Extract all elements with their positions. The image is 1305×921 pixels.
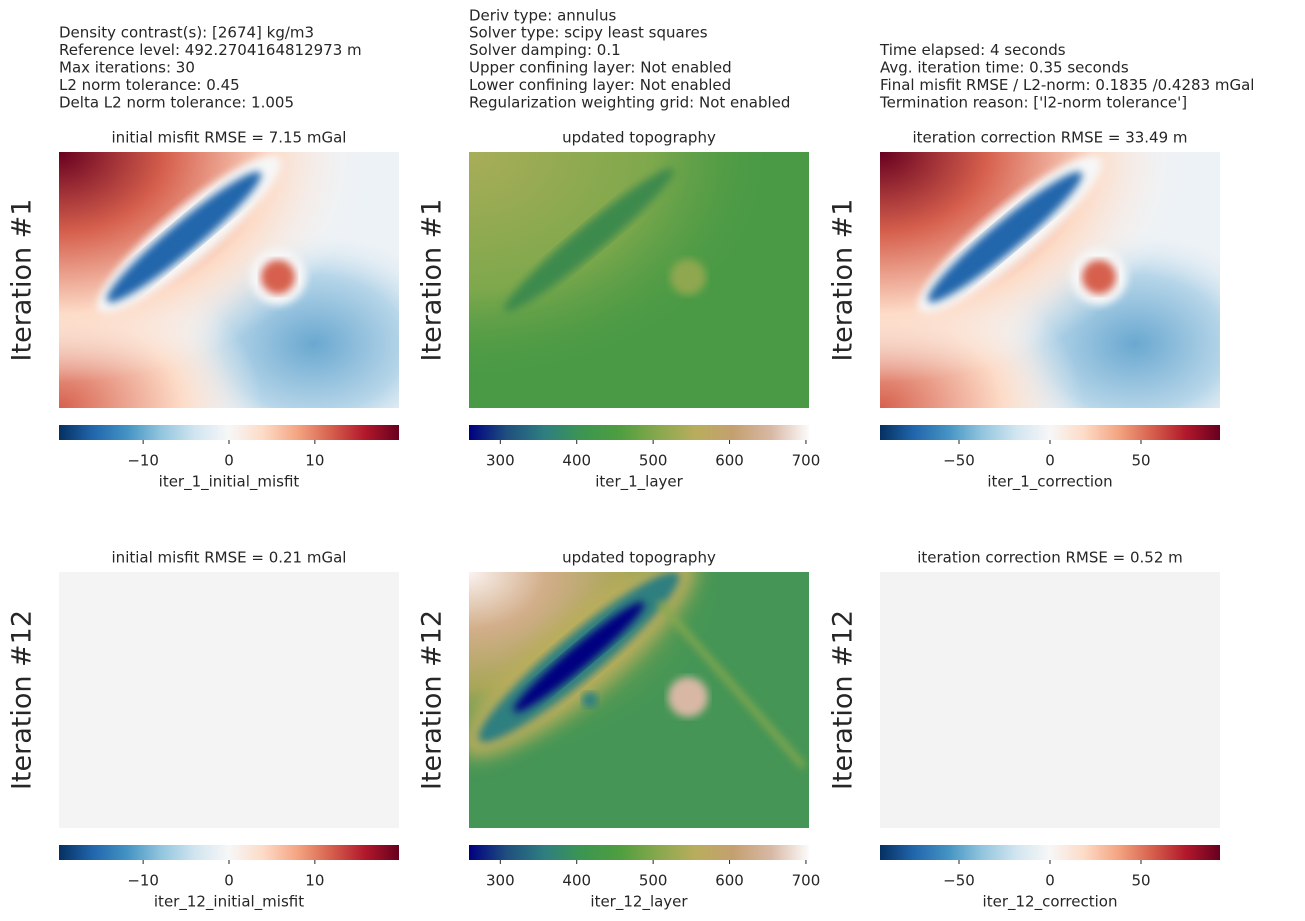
heatmap-content <box>59 138 399 408</box>
colorbar-label: iter_12_layer <box>590 893 688 912</box>
heatmap-streak <box>656 600 807 769</box>
heatmap-image <box>880 138 1220 408</box>
colorbar-tick-label: −10 <box>127 452 159 470</box>
colorbar-tick-label: −10 <box>127 872 159 890</box>
colorbar-tick-label: 10 <box>305 872 324 890</box>
colorbar-tick-label: 300 <box>486 872 515 890</box>
y-axis-label: Iteration #12 <box>828 610 859 790</box>
panel-title: updated topography <box>562 549 716 567</box>
header-line: Solver type: scipy least squares <box>469 24 708 42</box>
colorbar-tick-label: 400 <box>562 452 591 470</box>
heatmap-anomaly <box>513 601 645 713</box>
heatmap-anomaly <box>668 677 708 717</box>
y-axis-label: Iteration #1 <box>417 199 448 362</box>
panel-title: updated topography <box>562 129 716 147</box>
colorbar-label: iter_1_correction <box>987 473 1112 492</box>
colorbar <box>59 425 399 440</box>
panel-title: initial misfit RMSE = 0.21 mGal <box>112 549 347 567</box>
colorbar <box>880 425 1220 440</box>
header-line: Solver damping: 0.1 <box>469 41 621 59</box>
colorbar-tick-label: 0 <box>224 872 234 890</box>
header-line: Time elapsed: 4 seconds <box>879 41 1066 59</box>
colorbar-label: iter_12_correction <box>983 893 1118 912</box>
heatmap-bg <box>880 572 1220 828</box>
header-line: Termination reason: ['l2-norm tolerance'… <box>879 94 1187 112</box>
colorbar-tick-label: 400 <box>562 872 591 890</box>
colorbar-label: iter_12_initial_misfit <box>154 893 304 912</box>
colorbar-tick-label: −50 <box>943 452 975 470</box>
header-line: Upper confining layer: Not enabled <box>469 59 732 77</box>
panel-title: initial misfit RMSE = 7.15 mGal <box>112 129 347 147</box>
header-right: Time elapsed: 4 seconds Avg. iteration t… <box>879 41 1254 112</box>
heatmap-image <box>59 572 399 828</box>
colorbar-tick-label: 0 <box>1045 452 1055 470</box>
colorbar-tick-label: 500 <box>639 872 668 890</box>
heatmap-anomaly <box>504 168 674 312</box>
header-line: Avg. iteration time: 0.35 seconds <box>880 59 1129 77</box>
colorbar-tick-label: −50 <box>943 872 975 890</box>
colorbar-tick-label: 0 <box>224 452 234 470</box>
colorbar-tick-label: 600 <box>715 452 744 470</box>
header-middle: Deriv type: annulus Solver type: scipy l… <box>469 7 790 112</box>
panel-title: iteration correction RMSE = 0.52 m <box>917 549 1183 567</box>
header-line: Deriv type: annulus <box>469 7 616 25</box>
y-axis-label: Iteration #1 <box>7 199 38 362</box>
y-axis-label: Iteration #12 <box>417 610 448 790</box>
header-line: Reference level: 492.2704164812973 m <box>59 41 362 59</box>
heatmap-anomaly <box>582 692 598 708</box>
colorbar-tick-label: 0 <box>1045 872 1055 890</box>
colorbar <box>880 845 1220 860</box>
colorbar-tick-label: 300 <box>486 452 515 470</box>
colorbar <box>59 845 399 860</box>
header-left: Density contrast(s): [2674] kg/m3 Refere… <box>59 24 362 112</box>
panel-title: iteration correction RMSE = 33.49 m <box>912 129 1187 147</box>
heatmap-image <box>59 138 399 408</box>
header-line: Density contrast(s): [2674] kg/m3 <box>59 24 314 42</box>
header-line: Regularization weighting grid: Not enabl… <box>469 94 790 112</box>
header-line: Lower confining layer: Not enabled <box>469 76 731 94</box>
colorbar <box>469 425 809 440</box>
heatmap-bg <box>59 572 399 828</box>
heatmap-image <box>469 152 809 408</box>
heatmap-image <box>469 572 809 828</box>
heatmap-content <box>880 138 1220 408</box>
header-line: Delta L2 norm tolerance: 1.005 <box>59 94 294 112</box>
colorbar-tick-label: 700 <box>792 872 821 890</box>
header-line: L2 norm tolerance: 0.45 <box>59 76 240 94</box>
heatmap-anomaly <box>670 259 706 295</box>
colorbar-tick-label: 500 <box>639 452 668 470</box>
colorbar-label: iter_1_initial_misfit <box>159 473 300 492</box>
header-line: Max iterations: 30 <box>59 59 195 77</box>
heatmap-image <box>880 572 1220 828</box>
colorbar-tick-label: 10 <box>305 452 324 470</box>
colorbar <box>469 845 809 860</box>
y-axis-label: Iteration #12 <box>7 610 38 790</box>
colorbar-tick-label: 50 <box>1131 452 1150 470</box>
colorbar-label: iter_1_layer <box>595 473 683 492</box>
colorbar-tick-label: 700 <box>792 452 821 470</box>
colorbar-tick-label: 50 <box>1131 872 1150 890</box>
colorbar-tick-label: 600 <box>715 872 744 890</box>
header-line: Final misfit RMSE / L2-norm: 0.1835 /0.4… <box>880 76 1254 94</box>
y-axis-label: Iteration #1 <box>828 199 859 362</box>
